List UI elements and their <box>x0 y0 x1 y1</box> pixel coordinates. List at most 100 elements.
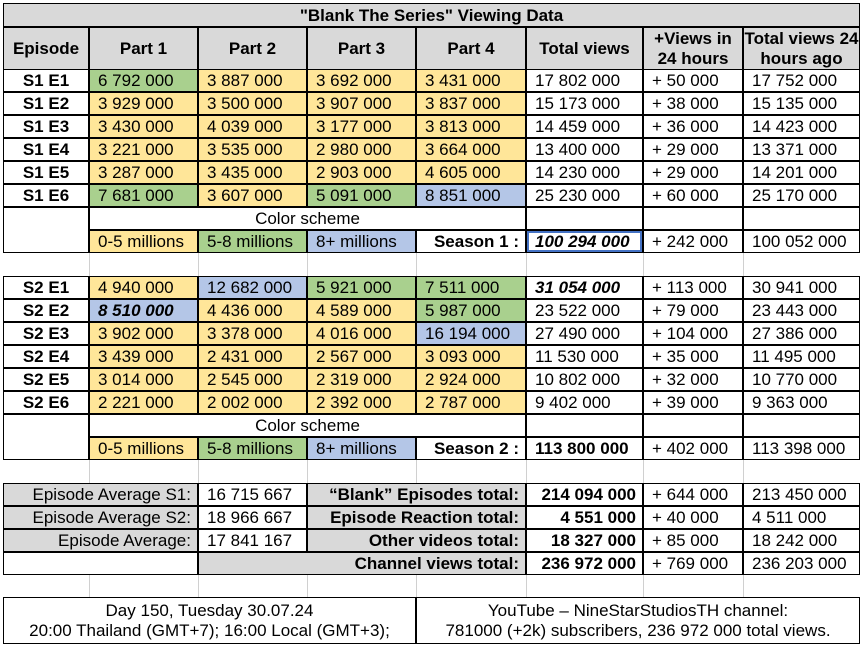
part-views-cell[interactable]: 3 093 000 <box>416 345 526 368</box>
summary-total[interactable]: 214 094 000 <box>526 483 643 506</box>
views-24h-ago-cell[interactable]: 14 423 000 <box>743 115 860 138</box>
season-total-cell[interactable]: 100 294 000 <box>526 230 643 253</box>
season-plus-cell[interactable]: + 242 000 <box>643 230 743 253</box>
part-views-cell[interactable]: 5 091 000 <box>307 184 416 207</box>
views-24h-cell[interactable]: + 104 000 <box>643 322 743 345</box>
total-views-cell[interactable]: 14 230 000 <box>526 161 643 184</box>
part-views-cell[interactable]: 2 002 000 <box>198 391 307 414</box>
part-views-cell[interactable]: 2 980 000 <box>307 138 416 161</box>
total-views-cell[interactable]: 11 530 000 <box>526 345 643 368</box>
part-views-cell[interactable]: 5 921 000 <box>307 276 416 299</box>
summary-plus[interactable]: + 85 000 <box>643 529 743 552</box>
views-24h-cell[interactable]: + 50 000 <box>643 69 743 92</box>
views-24h-ago-cell[interactable]: 23 443 000 <box>743 299 860 322</box>
part-views-cell[interactable]: 2 431 000 <box>198 345 307 368</box>
part-views-cell[interactable]: 2 567 000 <box>307 345 416 368</box>
total-views-cell[interactable]: 13 400 000 <box>526 138 643 161</box>
views-24h-ago-cell[interactable]: 30 941 000 <box>743 276 860 299</box>
part-views-cell[interactable]: 4 039 000 <box>198 115 307 138</box>
part-views-cell[interactable]: 3 907 000 <box>307 92 416 115</box>
summary-total[interactable]: 236 972 000 <box>526 552 643 575</box>
part-views-cell[interactable]: 4 605 000 <box>416 161 526 184</box>
views-24h-ago-cell[interactable]: 14 201 000 <box>743 161 860 184</box>
part-views-cell[interactable]: 6 792 000 <box>89 69 198 92</box>
views-24h-cell[interactable]: + 29 000 <box>643 161 743 184</box>
part-views-cell[interactable]: 3 439 000 <box>89 345 198 368</box>
part-views-cell[interactable]: 3 929 000 <box>89 92 198 115</box>
views-24h-cell[interactable]: + 60 000 <box>643 184 743 207</box>
views-24h-ago-cell[interactable]: 13 371 000 <box>743 138 860 161</box>
views-24h-ago-cell[interactable]: 17 752 000 <box>743 69 860 92</box>
part-views-cell[interactable]: 3 887 000 <box>198 69 307 92</box>
views-24h-cell[interactable]: + 113 000 <box>643 276 743 299</box>
part-views-cell[interactable]: 8 510 000 <box>89 299 198 322</box>
summary-ago[interactable]: 213 450 000 <box>743 483 860 506</box>
summary-plus[interactable]: + 769 000 <box>643 552 743 575</box>
total-views-cell[interactable]: 15 173 000 <box>526 92 643 115</box>
season-total-cell[interactable]: 113 800 000 <box>526 437 643 460</box>
views-24h-ago-cell[interactable]: 11 495 000 <box>743 345 860 368</box>
views-24h-cell[interactable]: + 39 000 <box>643 391 743 414</box>
part-views-cell[interactable]: 3 014 000 <box>89 368 198 391</box>
part-views-cell[interactable]: 2 903 000 <box>307 161 416 184</box>
part-views-cell[interactable]: 2 924 000 <box>416 368 526 391</box>
season-ago-cell[interactable]: 100 052 000 <box>743 230 860 253</box>
views-24h-ago-cell[interactable]: 15 135 000 <box>743 92 860 115</box>
part-views-cell[interactable]: 8 851 000 <box>416 184 526 207</box>
summary-plus[interactable]: + 40 000 <box>643 506 743 529</box>
views-24h-ago-cell[interactable]: 27 386 000 <box>743 322 860 345</box>
total-views-cell[interactable]: 31 054 000 <box>526 276 643 299</box>
views-24h-cell[interactable]: + 38 000 <box>643 92 743 115</box>
part-views-cell[interactable]: 3 430 000 <box>89 115 198 138</box>
total-views-cell[interactable]: 14 459 000 <box>526 115 643 138</box>
total-views-cell[interactable]: 23 522 000 <box>526 299 643 322</box>
average-value[interactable]: 16 715 667 <box>198 483 307 506</box>
summary-total[interactable]: 18 327 000 <box>526 529 643 552</box>
part-views-cell[interactable]: 3 287 000 <box>89 161 198 184</box>
views-24h-cell[interactable]: + 35 000 <box>643 345 743 368</box>
views-24h-ago-cell[interactable]: 25 170 000 <box>743 184 860 207</box>
part-views-cell[interactable]: 16 194 000 <box>416 322 526 345</box>
part-views-cell[interactable]: 5 987 000 <box>416 299 526 322</box>
part-views-cell[interactable]: 2 221 000 <box>89 391 198 414</box>
season-plus-cell[interactable]: + 402 000 <box>643 437 743 460</box>
part-views-cell[interactable]: 3 177 000 <box>307 115 416 138</box>
average-value[interactable]: 17 841 167 <box>198 529 307 552</box>
views-24h-cell[interactable]: + 29 000 <box>643 138 743 161</box>
total-views-cell[interactable]: 10 802 000 <box>526 368 643 391</box>
total-views-cell[interactable]: 17 802 000 <box>526 69 643 92</box>
summary-ago[interactable]: 236 203 000 <box>743 552 860 575</box>
views-24h-ago-cell[interactable]: 10 770 000 <box>743 368 860 391</box>
part-views-cell[interactable]: 2 545 000 <box>198 368 307 391</box>
part-views-cell[interactable]: 3 664 000 <box>416 138 526 161</box>
part-views-cell[interactable]: 3 692 000 <box>307 69 416 92</box>
part-views-cell[interactable]: 2 392 000 <box>307 391 416 414</box>
part-views-cell[interactable]: 3 902 000 <box>89 322 198 345</box>
part-views-cell[interactable]: 12 682 000 <box>198 276 307 299</box>
summary-ago[interactable]: 4 511 000 <box>743 506 860 529</box>
season-ago-cell[interactable]: 113 398 000 <box>743 437 860 460</box>
part-views-cell[interactable]: 3 221 000 <box>89 138 198 161</box>
views-24h-cell[interactable]: + 32 000 <box>643 368 743 391</box>
views-24h-cell[interactable]: + 79 000 <box>643 299 743 322</box>
total-views-cell[interactable]: 27 490 000 <box>526 322 643 345</box>
part-views-cell[interactable]: 4 016 000 <box>307 322 416 345</box>
part-views-cell[interactable]: 3 431 000 <box>416 69 526 92</box>
summary-plus[interactable]: + 644 000 <box>643 483 743 506</box>
part-views-cell[interactable]: 7 681 000 <box>89 184 198 207</box>
part-views-cell[interactable]: 2 787 000 <box>416 391 526 414</box>
part-views-cell[interactable]: 3 435 000 <box>198 161 307 184</box>
part-views-cell[interactable]: 3 535 000 <box>198 138 307 161</box>
part-views-cell[interactable]: 3 378 000 <box>198 322 307 345</box>
part-views-cell[interactable]: 7 511 000 <box>416 276 526 299</box>
part-views-cell[interactable]: 3 813 000 <box>416 115 526 138</box>
total-views-cell[interactable]: 25 230 000 <box>526 184 643 207</box>
views-24h-ago-cell[interactable]: 9 363 000 <box>743 391 860 414</box>
summary-total[interactable]: 4 551 000 <box>526 506 643 529</box>
part-views-cell[interactable]: 3 837 000 <box>416 92 526 115</box>
total-views-cell[interactable]: 9 402 000 <box>526 391 643 414</box>
views-24h-cell[interactable]: + 36 000 <box>643 115 743 138</box>
part-views-cell[interactable]: 4 589 000 <box>307 299 416 322</box>
part-views-cell[interactable]: 4 940 000 <box>89 276 198 299</box>
summary-ago[interactable]: 18 242 000 <box>743 529 860 552</box>
